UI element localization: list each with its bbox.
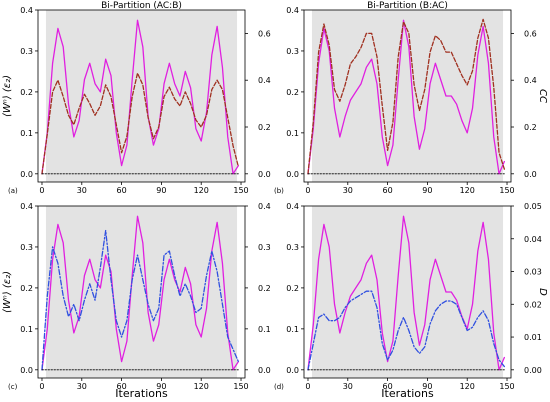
y-tick-label-right: 0.4 (258, 202, 271, 211)
y-tick-label-right: 0.6 (524, 29, 537, 38)
right-y-axis-label: D (537, 288, 548, 296)
y-tick-label-left: 0.4 (286, 202, 299, 211)
panel-title: Bi-Partition (B:AC) (367, 1, 448, 11)
y-tick-label-left: 0.1 (20, 325, 33, 334)
y-tick-label-left: 0.2 (20, 88, 33, 97)
y-tick-label-left: 0.4 (20, 6, 33, 15)
y-tick-label-left: 0.4 (286, 6, 299, 15)
panel-label: (d) (274, 383, 284, 391)
plot-frame (303, 9, 512, 183)
plot-frame (37, 205, 246, 379)
panel-title: Bi-Partition (AC:B) (101, 1, 182, 11)
plot-frame (37, 9, 246, 183)
panel-c: 0 30 60 90 120 150 0.0 0.1 0.2 0.3 0.4 0.0 0.1 0.2 0.3… (2, 202, 271, 400)
x-tick-label: 120 (194, 186, 209, 195)
x-tick-label: 30 (343, 382, 353, 391)
panel-label: (c) (8, 383, 18, 391)
y-tick-label-right: 0.3 (258, 243, 271, 252)
y-tick-label-right: 0.0 (258, 366, 271, 375)
y-tick-label-left: 0.0 (286, 366, 299, 375)
x-tick-label: 0 (39, 382, 44, 391)
y-tick-label-right: 0.03 (524, 268, 542, 277)
x-tick-label: 120 (460, 382, 475, 391)
series-solid-left (41, 215, 240, 371)
y-tick-label-left: 0.3 (286, 243, 299, 252)
series-dashed-right (41, 72, 240, 175)
x-tick-label: 90 (422, 382, 432, 391)
x-tick-label: 60 (117, 186, 127, 195)
y-tick-label-left: 0.2 (286, 88, 299, 97)
y-tick-label-left: 0.1 (20, 129, 33, 138)
y-tick-label-right: 0.2 (258, 284, 271, 293)
x-tick-label: 30 (77, 382, 87, 391)
y-tick-label-left: 0.1 (286, 129, 299, 138)
panel-a: 0 30 60 90 120 150 0.0 0.1 0.2 0.3 0.4 0.0 0.2 0.4 0.6… (2, 1, 271, 195)
x-tick-label: 60 (383, 382, 393, 391)
y-tick-label-right: 0.4 (524, 76, 537, 85)
series-dashdot-right (307, 290, 506, 371)
left-y-axis-label: ⟨Wⁿ⟩ (ε₂) (2, 75, 13, 117)
y-tick-label-right: 0.2 (524, 123, 537, 132)
x-tick-label: 60 (383, 186, 393, 195)
y-tick-label-left: 0.2 (20, 284, 33, 293)
x-tick-label: 90 (422, 186, 432, 195)
y-tick-label-left: 0.0 (20, 170, 33, 179)
y-tick-label-right: 0.04 (524, 235, 542, 244)
left-y-axis-label: ⟨Wⁿ⟩ (ε₂) (2, 271, 13, 313)
x-axis-label: Iterations (381, 387, 434, 400)
y-tick-label-left: 0.3 (20, 47, 33, 56)
right-y-axis-label: CC (537, 89, 548, 103)
x-tick-label: 150 (233, 186, 248, 195)
x-tick-label: 90 (156, 382, 166, 391)
panel-d: 0 30 60 90 120 150 0.0 0.1 0.2 0.3 0.4 0.00 0.01 0.02… (274, 202, 548, 400)
y-tick-label-right: 0.0 (524, 170, 537, 179)
x-tick-label: 150 (499, 186, 514, 195)
x-tick-label: 120 (460, 186, 475, 195)
y-tick-label-left: 0.4 (20, 202, 33, 211)
x-tick-label: 150 (233, 382, 248, 391)
series-dashdot-right (41, 229, 240, 371)
y-tick-label-right: 0.05 (524, 202, 542, 211)
x-tick-label: 0 (305, 382, 310, 391)
y-tick-label-right: 0.2 (258, 123, 271, 132)
plot-frame (303, 205, 512, 379)
y-tick-label-right: 0.00 (524, 366, 542, 375)
x-tick-label: 150 (499, 382, 514, 391)
y-tick-label-right: 0.01 (524, 333, 542, 342)
y-tick-label-left: 0.2 (286, 284, 299, 293)
x-tick-label: 90 (156, 186, 166, 195)
y-tick-label-right: 0.6 (258, 29, 271, 38)
y-tick-label-left: 0.1 (286, 325, 299, 334)
y-tick-label-right: 0.02 (524, 300, 542, 309)
series-solid-left (307, 215, 506, 371)
panel-b: 0 30 60 90 120 150 0.0 0.1 0.2 0.3 0.4 0.0 0.2 0.4 0.6… (274, 1, 548, 195)
y-tick-label-left: 0.0 (286, 170, 299, 179)
y-tick-label-right: 0.0 (258, 170, 271, 179)
y-tick-label-left: 0.0 (20, 366, 33, 375)
y-tick-label-right: 0.4 (258, 76, 271, 85)
series-dashed-right (307, 18, 506, 175)
x-tick-label: 0 (39, 186, 44, 195)
x-tick-label: 30 (77, 186, 87, 195)
y-tick-label-left: 0.3 (286, 47, 299, 56)
x-tick-label: 30 (343, 186, 353, 195)
panel-label: (a) (8, 187, 18, 195)
x-tick-label: 120 (194, 382, 209, 391)
x-tick-label: 60 (117, 382, 127, 391)
y-tick-label-left: 0.3 (20, 243, 33, 252)
x-tick-label: 0 (305, 186, 310, 195)
x-axis-label: Iterations (115, 387, 168, 400)
panel-label: (b) (274, 187, 284, 195)
y-tick-label-right: 0.1 (258, 325, 271, 334)
series-solid-left (307, 19, 506, 175)
